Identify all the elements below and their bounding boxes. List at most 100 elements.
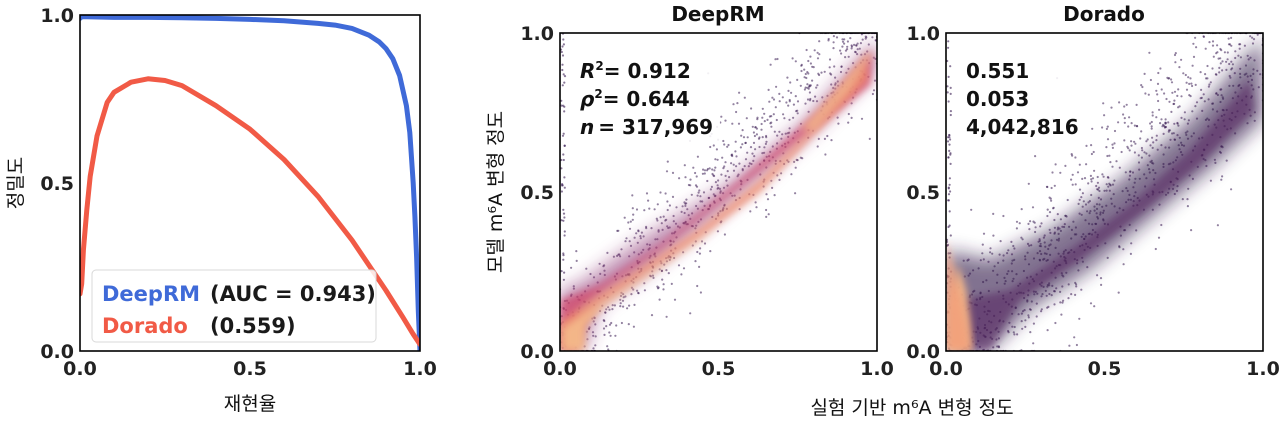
dorado-point	[1249, 35, 1252, 38]
deeprm-point	[637, 291, 640, 294]
dorado-point	[1059, 301, 1062, 304]
deeprm-point	[763, 120, 766, 123]
deeprm-point	[872, 89, 876, 92]
pr-ticks: 0.0 0.5 1.0 0.0 0.5 1.0	[40, 5, 437, 380]
dorado-point	[1080, 288, 1083, 291]
deeprm-point	[713, 169, 716, 172]
dorado-point	[1059, 290, 1062, 293]
dorado-point	[1180, 95, 1183, 98]
dorado-point	[1106, 125, 1109, 128]
scatter-y-axis-label: 모델 m⁶A 변형 정도	[485, 111, 507, 273]
dorado-point	[1203, 100, 1206, 103]
deeprm-point	[650, 227, 653, 230]
deeprm-point	[720, 115, 723, 118]
deeprm-point	[796, 78, 799, 81]
deeprm-point	[562, 104, 565, 107]
deeprm-point	[724, 161, 727, 164]
deeprm-point	[763, 112, 766, 115]
dorado-point	[1105, 183, 1108, 186]
deeprm-point	[730, 162, 733, 165]
deeprm-point	[860, 117, 864, 120]
dorado-point	[1020, 208, 1023, 211]
deeprm-point	[781, 133, 784, 136]
deeprm-point	[829, 72, 832, 75]
deeprm-point	[768, 100, 771, 103]
dorado-point	[1090, 144, 1093, 147]
deeprm-point	[778, 130, 781, 133]
dorado-point	[1251, 36, 1254, 39]
dorado-point	[1054, 321, 1057, 325]
dorado-point	[1173, 99, 1176, 102]
dorado-point	[1174, 61, 1177, 64]
legend-stat-deeprm: (AUC = 0.943)	[210, 282, 376, 306]
deeprm-point	[734, 150, 737, 153]
dorado-point	[1143, 151, 1146, 154]
deeprm-point	[659, 191, 662, 194]
deeprm-point	[794, 95, 797, 98]
deeprm-point	[699, 195, 702, 198]
deeprm-point	[703, 169, 707, 172]
dorado-point	[1080, 196, 1083, 199]
dorado-point	[1123, 105, 1126, 108]
deeprm-point	[734, 140, 737, 143]
dorado-point	[1031, 206, 1035, 209]
deeprm-point	[658, 268, 661, 271]
deeprm-point	[671, 171, 675, 174]
deeprm-point	[761, 152, 764, 155]
deeprm-point	[631, 207, 634, 210]
deeprm-point	[855, 44, 858, 47]
deeprm-point	[771, 96, 774, 99]
deeprm-point	[643, 289, 647, 292]
dorado-point	[1221, 60, 1224, 63]
dorado-point	[1208, 83, 1211, 86]
dorado-point	[1157, 236, 1161, 239]
legend-label-deeprm: DeepRM	[102, 282, 200, 306]
deeprm-point	[744, 158, 748, 161]
deeprm-point	[659, 216, 662, 219]
deeprm-point	[561, 63, 564, 66]
dorado-point	[1056, 213, 1059, 216]
deeprm-point	[806, 83, 809, 86]
dorado-point	[1144, 92, 1147, 95]
dorado-point	[1143, 72, 1146, 75]
deeprm-point	[628, 304, 631, 307]
dorado-point	[1106, 154, 1109, 158]
deeprm-point	[694, 171, 697, 175]
dorado-point	[1149, 122, 1152, 125]
dorado-point	[1141, 149, 1144, 152]
deeprm-point	[807, 110, 810, 113]
deeprm-point	[804, 102, 807, 105]
dorado-point	[1054, 163, 1057, 166]
dorado-point	[1122, 248, 1125, 251]
deeprm-point	[563, 110, 566, 113]
dorado-point	[1173, 122, 1176, 125]
deeprm-point	[620, 248, 623, 251]
deeprm-point	[754, 201, 757, 204]
deeprm-point	[561, 54, 565, 57]
dorado-point	[1239, 56, 1242, 59]
deeprm-point	[771, 186, 774, 189]
dorado-point	[1015, 227, 1019, 230]
dorado-point	[1134, 142, 1137, 145]
deeprm-point	[814, 95, 817, 98]
dorado-point	[1202, 35, 1205, 38]
deeprm-point	[589, 272, 592, 276]
deeprm-point	[761, 116, 764, 119]
scatter-dorado-stats-box	[956, 46, 1084, 144]
scatter-x-axis-label: 실험 기반 m⁶A 변형 정도	[810, 397, 1013, 419]
deeprm-point	[756, 118, 759, 121]
deeprm-point	[706, 179, 709, 183]
deeprm-point	[776, 57, 779, 61]
scatter-dorado-ticks: 0.0 0.5 1.0 0.0 0.5 1.0	[906, 23, 1280, 380]
dorado-point	[1148, 51, 1151, 54]
deeprm-point	[562, 258, 565, 261]
deeprm-point	[817, 137, 820, 140]
dorado-point	[1071, 183, 1074, 186]
deeprm-point	[808, 85, 811, 88]
dorado-point	[1164, 118, 1167, 121]
dorado-point	[1227, 37, 1230, 40]
dorado-point	[991, 252, 994, 255]
deeprm-point	[703, 172, 706, 175]
dorado-point	[1209, 81, 1212, 84]
dorado-point	[1074, 293, 1077, 296]
